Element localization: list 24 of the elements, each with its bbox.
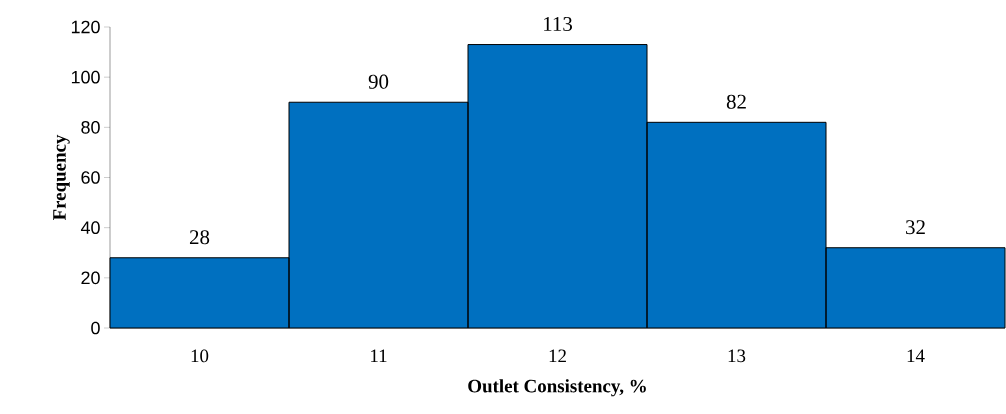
y-tick-label: 120	[71, 20, 100, 34]
y-axis-title: Frequency	[53, 134, 70, 221]
x-axis-title: Outlet Consistency, %	[468, 379, 646, 397]
y-tick-label: 40	[80, 221, 100, 235]
bar	[646, 121, 827, 329]
bar	[109, 257, 290, 329]
data-label: 113	[544, 16, 572, 32]
y-tick-label: 0	[91, 321, 100, 335]
y-tick-label: 100	[71, 70, 100, 84]
x-tick-label: 10	[191, 349, 209, 363]
y-tick-label: 60	[81, 171, 100, 184]
data-label: 32	[906, 220, 925, 235]
x-tick-label: 12	[549, 349, 566, 363]
data-label: 90	[368, 74, 389, 89]
x-tick-label: 13	[728, 349, 746, 363]
data-label: 28	[189, 230, 210, 245]
data-label: 82	[726, 94, 746, 109]
bar	[288, 101, 469, 329]
y-tick-label: 80	[81, 120, 100, 134]
x-tick-label: 11	[371, 349, 387, 363]
bar	[467, 44, 648, 329]
bar	[825, 247, 1006, 329]
y-tick-label: 20	[81, 271, 100, 285]
x-tick-label: 14	[907, 349, 925, 363]
